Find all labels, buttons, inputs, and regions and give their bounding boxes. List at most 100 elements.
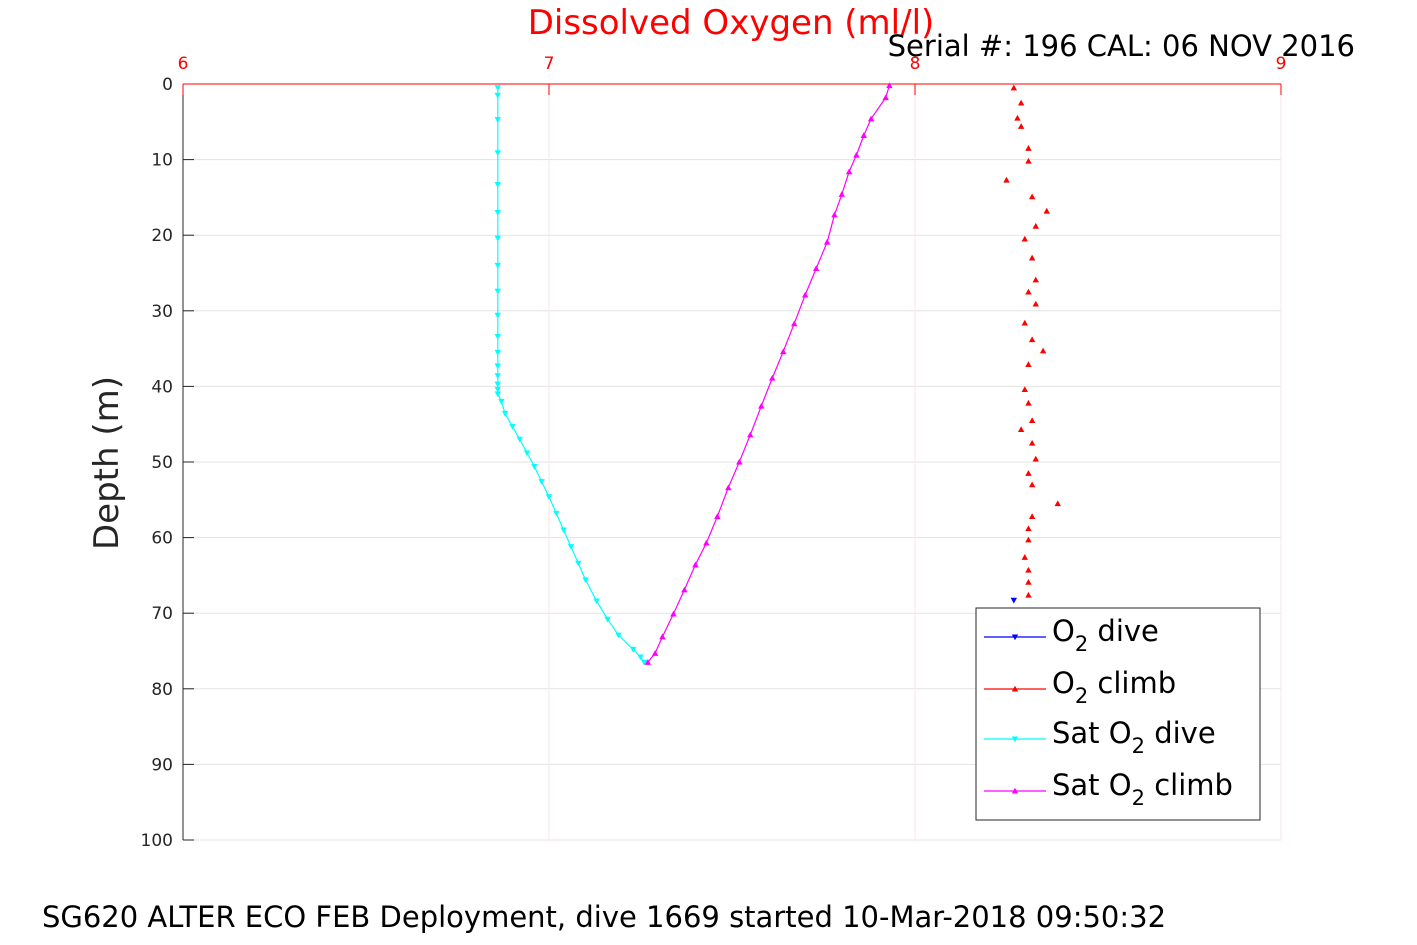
- data-point: [494, 391, 501, 398]
- data-point: [494, 262, 501, 269]
- data-point: [501, 411, 509, 417]
- data-point: [831, 211, 838, 218]
- y-tick-label: 70: [151, 604, 173, 624]
- data-point: [1017, 99, 1025, 106]
- chart-title: Dissolved Oxygen (ml/l): [528, 3, 935, 43]
- data-point: [1003, 176, 1010, 183]
- data-point: [494, 85, 501, 91]
- data-point: [1028, 254, 1036, 261]
- data-point: [692, 561, 699, 568]
- data-point: [1014, 114, 1021, 121]
- data-point: [629, 646, 637, 653]
- data-point: [838, 191, 845, 197]
- data-point: [545, 494, 553, 500]
- data-point: [1028, 336, 1036, 343]
- data-point: [1025, 566, 1032, 573]
- data-point: [494, 333, 501, 340]
- data-point: [1025, 157, 1032, 164]
- y-tick-label: 40: [151, 377, 173, 397]
- data-point: [553, 510, 560, 517]
- x-tick-label: 9: [1276, 54, 1287, 74]
- grid: [183, 84, 1282, 841]
- data-point: [1021, 319, 1028, 326]
- data-point: [1028, 513, 1036, 519]
- data-point: [1025, 470, 1032, 476]
- data-point: [498, 398, 505, 405]
- data-point: [802, 291, 809, 298]
- data-point: [494, 363, 501, 370]
- data-point: [736, 458, 743, 465]
- data-point: [681, 586, 688, 593]
- legend: O2 dive O2 climb Sat O2 dive Sat O2 climb: [975, 607, 1261, 821]
- data-point: [1028, 193, 1036, 200]
- data-point: [494, 181, 501, 188]
- data-point: [494, 381, 501, 388]
- series-line: [497, 87, 645, 663]
- data-point: [867, 115, 875, 122]
- x-tick-label: 7: [544, 54, 555, 74]
- data-point: [780, 348, 787, 355]
- y-tick-label: 30: [151, 302, 173, 322]
- data-point: [494, 209, 501, 216]
- legend-label: Sat O2 climb: [1052, 768, 1233, 810]
- legend-box: [975, 607, 1261, 821]
- data-point: [494, 288, 501, 295]
- data-point: [1017, 426, 1025, 433]
- data-point: [882, 94, 889, 101]
- data-point: [637, 654, 644, 661]
- data-point: [845, 168, 853, 175]
- data-point: [560, 527, 567, 534]
- series-2: [494, 85, 648, 666]
- data-point: [1017, 123, 1025, 129]
- data-point: [1025, 591, 1032, 598]
- legend-label: O2 dive: [1052, 614, 1159, 656]
- serial-calibration-label: Serial #: 196 CAL: 06 NOV 2016: [888, 29, 1355, 63]
- data-point: [509, 423, 516, 430]
- data-point: [1032, 276, 1039, 283]
- data-point: [1025, 145, 1032, 151]
- data-point: [1021, 554, 1028, 560]
- axes: 0 10 20 30 40 50 60 70 80 90 100 6 7 8 9: [141, 54, 1287, 851]
- data-point: [1054, 500, 1061, 507]
- data-point: [1025, 361, 1032, 368]
- data-point: [886, 82, 893, 89]
- x-tick-label: 6: [178, 54, 189, 74]
- data-point: [714, 513, 721, 519]
- data-point: [1028, 417, 1036, 423]
- data-point: [651, 650, 659, 656]
- data-point: [494, 312, 501, 319]
- legend-swatch-marker: [1011, 736, 1019, 743]
- data-point: [494, 116, 501, 123]
- data-point: [1032, 455, 1039, 462]
- data-point: [823, 238, 831, 245]
- y-tick-label: 50: [151, 453, 173, 473]
- data-point: [1025, 579, 1032, 585]
- data-point: [593, 598, 600, 605]
- data-point: [494, 92, 501, 99]
- legend-swatch-marker: [1011, 685, 1019, 692]
- data-point: [758, 402, 765, 409]
- data-point: [644, 659, 652, 665]
- data-point: [1028, 481, 1036, 488]
- legend-swatch-marker: [1011, 634, 1019, 641]
- data-point: [1028, 439, 1036, 446]
- series-3: [644, 82, 893, 665]
- data-point: [725, 484, 732, 491]
- data-point: [1025, 525, 1032, 532]
- data-point: [494, 349, 501, 356]
- x-tick-label: 8: [910, 54, 921, 74]
- data-point: [1032, 300, 1039, 307]
- data-point: [640, 659, 648, 666]
- data-point: [615, 632, 622, 639]
- data-point: [494, 373, 501, 380]
- plot-series: [494, 82, 1061, 666]
- legend-swatch-marker: [1011, 787, 1019, 794]
- y-tick-label: 90: [151, 755, 173, 775]
- data-point: [1010, 84, 1018, 91]
- y-tick-label: 100: [141, 831, 173, 851]
- data-point: [567, 544, 575, 550]
- data-point: [860, 132, 867, 138]
- y-tick-label: 0: [162, 75, 173, 95]
- y-tick-label: 10: [151, 151, 173, 171]
